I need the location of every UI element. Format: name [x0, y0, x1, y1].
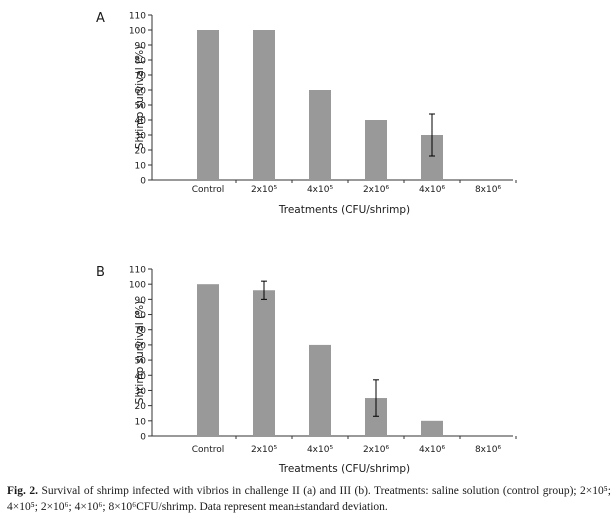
- bar: [197, 30, 219, 180]
- bar: [253, 290, 275, 436]
- y-tick-label: 100: [129, 281, 146, 291]
- x-tick-label: 2x10⁵: [251, 185, 278, 195]
- x-tick-label: 4x10⁶: [419, 445, 446, 455]
- caption-text: Survival of shrimp infected with vibrios…: [7, 485, 612, 513]
- x-tick-label: Control: [192, 185, 225, 195]
- y-tick-label: 90: [135, 296, 147, 306]
- x-tick-label: 4x10⁵: [307, 185, 334, 195]
- x-axis-title: Treatments (CFU/shrimp): [278, 463, 410, 475]
- y-tick-label: 80: [135, 311, 147, 321]
- bar: [421, 420, 443, 436]
- x-tick-label: 8x10⁶: [475, 445, 502, 455]
- x-tick-label: 2x10⁵: [251, 445, 278, 455]
- y-tick-label: 50: [135, 357, 147, 367]
- panel-label: A: [96, 11, 105, 26]
- figure-caption: Fig. 2. Survival of shrimp infected with…: [7, 483, 611, 515]
- bar: [309, 344, 331, 436]
- y-tick-label: 80: [135, 57, 147, 67]
- y-tick-label: 10: [135, 417, 147, 427]
- y-tick-label: 110: [129, 266, 146, 276]
- y-tick-label: 10: [135, 162, 147, 172]
- x-tick-label: 8x10⁶: [475, 185, 502, 195]
- y-tick-label: 70: [135, 72, 147, 82]
- y-tick-label: 40: [135, 372, 147, 382]
- y-tick-label: 20: [135, 147, 147, 157]
- y-tick-label: 20: [135, 402, 147, 412]
- y-tick-label: 30: [135, 387, 147, 397]
- x-tick-label: 4x10⁵: [307, 445, 334, 455]
- x-tick-label: 2x10⁶: [363, 185, 390, 195]
- y-tick-label: 100: [129, 27, 146, 37]
- bar: [365, 398, 387, 436]
- y-tick-label: 90: [135, 42, 147, 52]
- bar: [253, 30, 275, 180]
- y-tick-label: 70: [135, 326, 147, 336]
- bar: [197, 284, 219, 436]
- x-tick-label: Control: [192, 445, 225, 455]
- y-axis-title: Shrimp survival (%): [134, 301, 146, 404]
- y-tick-label: 60: [135, 341, 147, 351]
- bar: [421, 135, 443, 180]
- y-tick-label: 110: [129, 12, 146, 22]
- y-tick-label: 30: [135, 132, 147, 142]
- bar: [365, 120, 387, 180]
- panel-label: B: [96, 265, 105, 280]
- caption-label: Fig. 2.: [7, 485, 38, 497]
- y-axis-title: Shrimp survival (%): [134, 46, 146, 149]
- y-tick-label: 60: [135, 87, 147, 97]
- bar: [309, 90, 331, 180]
- y-tick-label: 40: [135, 117, 147, 127]
- x-tick-label: 2x10⁶: [363, 445, 390, 455]
- y-tick-label: 0: [140, 433, 146, 443]
- y-tick-label: 0: [140, 177, 146, 187]
- x-tick-label: 4x10⁶: [419, 185, 446, 195]
- y-tick-label: 50: [135, 102, 147, 112]
- x-axis-title: Treatments (CFU/shrimp): [278, 204, 410, 216]
